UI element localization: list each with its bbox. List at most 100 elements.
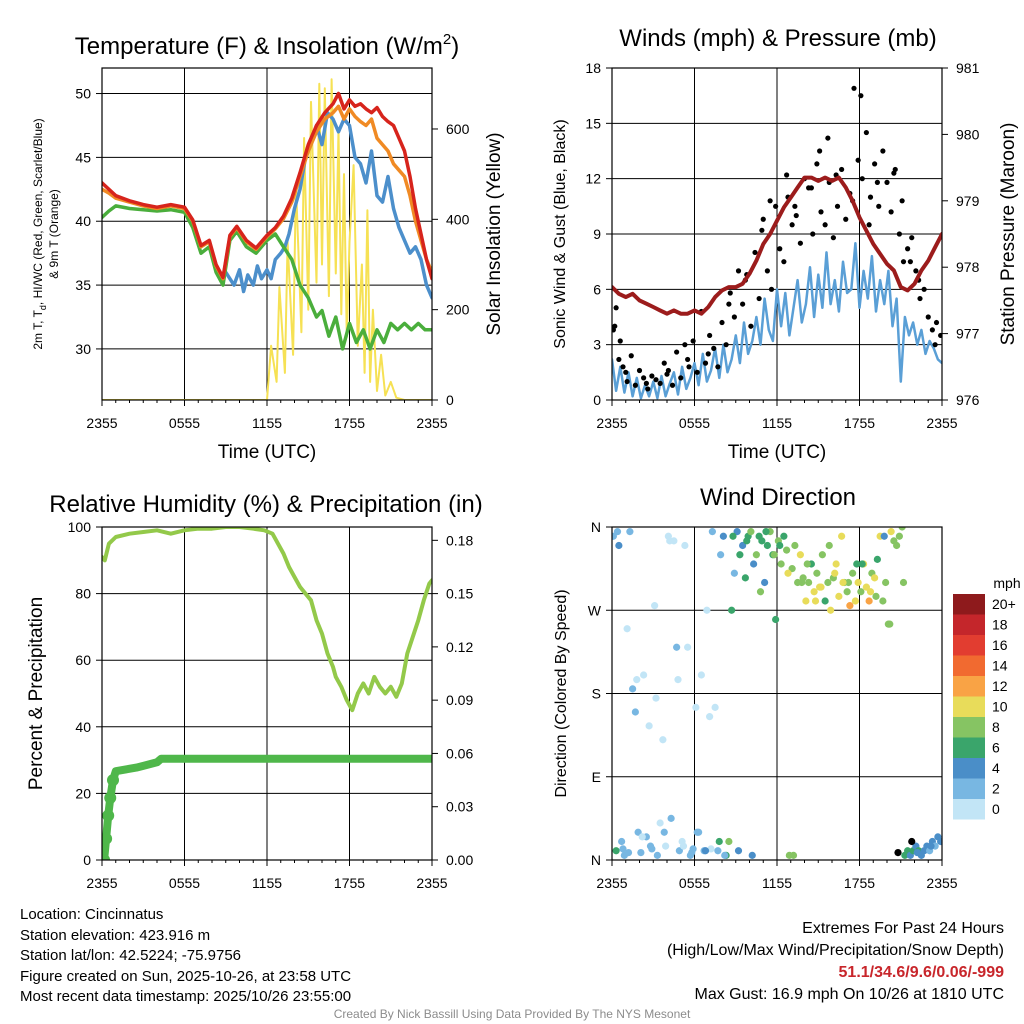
winds-point [702,360,709,366]
winds-point [773,203,779,209]
direction-point [714,847,722,855]
direction-point [743,537,751,545]
direction-point [813,569,821,577]
temperature-xtick-label: 1755 [334,415,365,431]
direction-point [748,851,756,859]
winds-point [858,93,864,99]
direction-point [908,837,916,846]
direction-xtick-label: 0555 [679,875,710,891]
humidity-precip-marker [102,809,115,822]
winds-ylabel-left: Sonic Wind & Gust (Blue, Black) [552,119,569,348]
humidity-ytick-label-right: 0.15 [446,586,473,602]
temperature-chart: Temperature (F) & Insolation (W/m2) 2355 0… [31,31,505,463]
colorbar-label: 2 [992,781,1000,797]
winds-ylabel-right: Station Pressure (Maroon) [998,123,1019,346]
direction-point [776,541,784,550]
direction-point [638,833,646,841]
winds-ytick-label-right: 979 [956,193,980,209]
winds-point [859,176,865,182]
winds-point [777,246,783,252]
direction-point [873,555,881,563]
direction-point [803,560,811,568]
temperature-series-solar-insolation [102,78,432,400]
winds-point [613,305,619,311]
direction-point [688,849,696,857]
direction-point [659,736,667,744]
winds-point [674,349,680,355]
colorbar-label: 12 [992,678,1008,694]
winds-point [632,382,638,388]
winds-point [620,364,626,370]
created-text: Figure created on Sun, 2025-10-26, at 23… [20,967,352,985]
direction-point [893,541,901,550]
winds-point [884,179,890,185]
direction-point [741,574,749,582]
temperature-ylabel-right: Solar Insolation (Yellow) [484,132,505,335]
winds-point [707,332,713,339]
winds-point [764,268,770,274]
winds-point [756,295,762,302]
winds-point [723,342,729,348]
direction-point [730,569,738,577]
winds-point [855,157,861,163]
humidity-ytick-label-right: 0.00 [446,852,473,868]
direction-point [880,532,888,540]
winds-point [808,185,814,191]
colorbar-swatch [953,717,985,738]
winds-ytick-label-left: 3 [593,337,601,353]
temperature-ytick-label-left: 45 [75,149,91,165]
humidity-xtick-label: 2355 [86,875,117,891]
direction-point [849,569,857,577]
colorbar-label: 6 [992,740,1000,756]
temperature-xtick-label: 1155 [252,415,282,431]
winds-point [880,148,886,154]
winds-frame [611,67,943,401]
direction-point [802,597,810,605]
direction-title: Wind Direction [700,484,856,511]
direction-point [645,722,653,730]
direction-point [886,620,894,628]
direction-point [853,560,861,568]
direction-point [843,588,851,596]
direction-point [612,847,620,855]
winds-point [628,353,634,359]
direction-point [824,578,832,587]
direction-point [831,569,839,577]
direction-point [798,578,806,587]
winds-point [768,286,775,292]
temperature-ytick-label-left: 50 [75,86,91,102]
winds-point [705,351,711,357]
humidity-precip-marker [104,791,117,804]
direction-point [673,643,681,651]
direction-point [789,851,798,859]
direction-point [692,703,700,711]
winds-point [726,301,732,307]
winds-point [752,249,758,256]
direction-point [618,837,626,846]
direction-point [631,708,639,716]
winds-point [933,319,940,326]
extremes-block: Extremes For Past 24 Hours (High/Low/Max… [667,918,1004,1006]
colorbar-label: 20+ [992,596,1016,612]
direction-point [634,828,642,836]
winds-xtick-label: 2355 [926,415,957,431]
winds-point [731,314,737,320]
colorbar-label: 10 [992,699,1008,715]
direction-point [761,578,769,587]
winds-xtick-label: 1755 [844,415,875,431]
winds-point [867,194,874,200]
direction-point [882,578,890,587]
direction-point [788,565,796,573]
humidity-precip-marker [107,774,119,787]
colorbar-label: 0 [992,801,1000,817]
direction-ytick-label-left: W [588,602,602,618]
direction-point [633,676,641,684]
winds-ytick-label-left: 9 [593,226,601,242]
winds-xtick-label: 0555 [679,415,710,431]
temperature-ytick-label-right: 400 [446,211,470,227]
direction-point [747,528,755,536]
colorbar-label: 18 [992,617,1008,633]
max-gust-text: Max Gust: 16.9 mph On 10/26 at 1810 UTC [694,986,1005,1003]
winds-point [797,240,803,246]
